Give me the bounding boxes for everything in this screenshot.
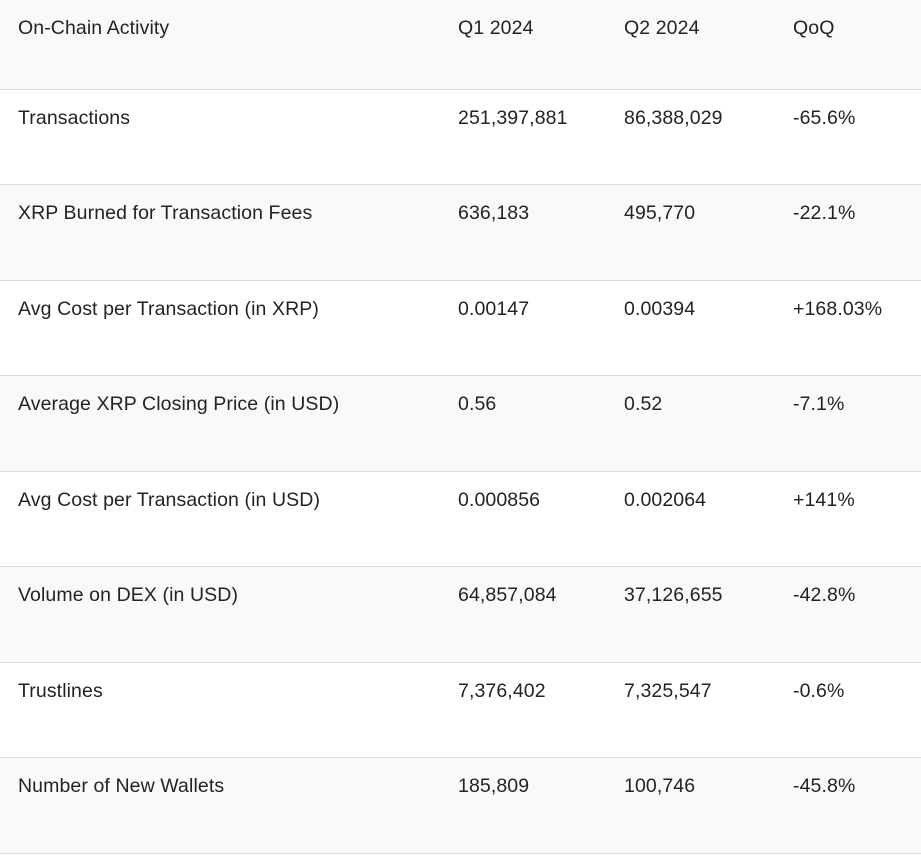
table-row: Transactions 251,397,881 86,388,029 -65.… [0,89,921,185]
qoq-cell: +141% [793,488,855,511]
qoq-cell: -0.6% [793,679,845,702]
qoq-cell: +168.03% [793,297,883,320]
metric-cell: Average XRP Closing Price (in USD) [18,393,340,415]
qoq-cell: -42.8% [793,584,856,606]
table-row: Average XRP Closing Price (in USD) 0.56 … [0,375,921,471]
q1-cell: 0.00147 [458,297,530,320]
q2-cell: 0.002064 [624,488,707,511]
table-row: Avg Cost per Transaction (in XRP) 0.0014… [0,280,921,376]
header-qoq: QoQ [793,17,835,39]
metric-cell: Trustlines [18,679,103,702]
q1-cell: 636,183 [458,202,530,224]
header-metric: On-Chain Activity [18,17,170,39]
qoq-cell: -22.1% [793,202,856,224]
q1-cell: 251,397,881 [458,106,568,129]
q1-cell: 7,376,402 [458,679,546,702]
q2-cell: 0.00394 [624,297,696,320]
table-header-row: On-Chain Activity Q1 2024 Q2 2024 QoQ [0,0,921,89]
table-row: Number of New Wallets 185,809 100,746 -4… [0,757,921,853]
q1-cell: 64,857,084 [458,584,557,606]
qoq-cell: -7.1% [793,393,845,415]
qoq-cell: -45.8% [793,775,856,797]
table-row: Trustlines 7,376,402 7,325,547 -0.6% [0,662,921,758]
q2-cell: 100,746 [624,775,696,797]
metric-cell: Volume on DEX (in USD) [18,584,239,606]
metric-cell: XRP Burned for Transaction Fees [18,202,313,224]
q2-cell: 7,325,547 [624,679,712,702]
table-row: Volume on DEX (in USD) 64,857,084 37,126… [0,566,921,662]
qoq-cell: -65.6% [793,106,856,129]
header-q1-2024: Q1 2024 [458,17,534,39]
q2-cell: 495,770 [624,202,696,224]
header-q2-2024: Q2 2024 [624,17,700,39]
q1-cell: 185,809 [458,775,530,797]
metric-cell: Number of New Wallets [18,775,225,797]
q1-cell: 0.56 [458,393,497,415]
table-row: Avg Cost per Transaction (in USD) 0.0008… [0,471,921,567]
metric-cell: Transactions [18,106,131,129]
q2-cell: 0.52 [624,393,663,415]
metric-cell: Avg Cost per Transaction (in XRP) [18,297,319,320]
q1-cell: 0.000856 [458,488,541,511]
q2-cell: 37,126,655 [624,584,723,606]
q2-cell: 86,388,029 [624,106,723,129]
table-row: XRP Burned for Transaction Fees 636,183 … [0,184,921,280]
metric-cell: Avg Cost per Transaction (in USD) [18,488,321,511]
